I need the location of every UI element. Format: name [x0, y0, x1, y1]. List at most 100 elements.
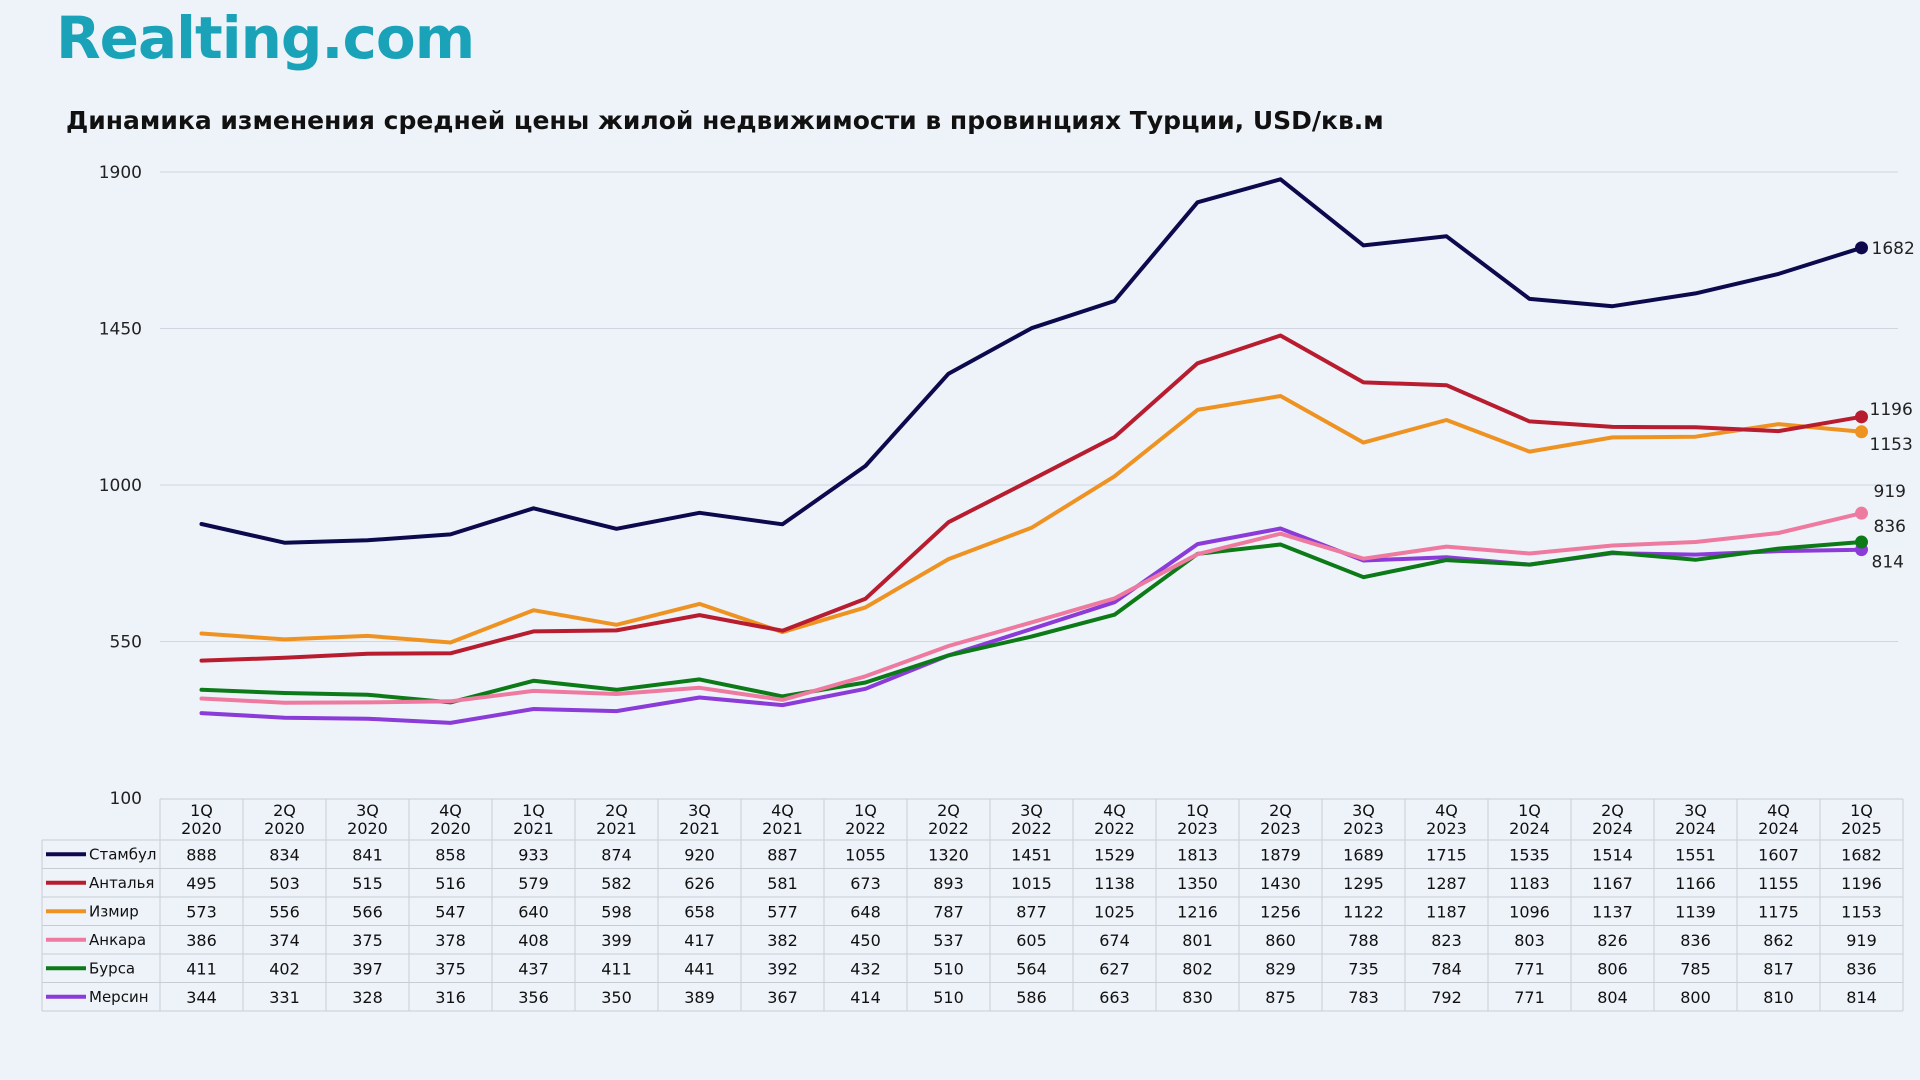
table-cell-value: 1216 [1177, 902, 1218, 921]
table-cell-value: 547 [435, 902, 466, 921]
table-cell-value: 503 [269, 874, 300, 893]
table-cell-value: 640 [518, 902, 549, 921]
y-tick-label: 100 [110, 789, 142, 809]
table-cell-value: 1430 [1260, 874, 1301, 893]
x-tick-year: 2022 [1011, 819, 1052, 838]
table-cell-value: 792 [1431, 988, 1462, 1007]
table-cell-value: 834 [269, 845, 300, 864]
table-cell-value: 888 [186, 845, 217, 864]
table-cell-value: 1320 [928, 845, 969, 864]
table-cell-value: 556 [269, 902, 300, 921]
table-cell-value: 1514 [1592, 845, 1633, 864]
x-tick-year: 2021 [762, 819, 803, 838]
table-cell-value: 350 [601, 988, 632, 1007]
series-line-3 [199, 511, 1864, 705]
table-cell-value: 1879 [1260, 845, 1301, 864]
table-cell-value: 399 [601, 931, 632, 950]
table-cell-value: 386 [186, 931, 217, 950]
table-cell-value: 877 [1016, 902, 1047, 921]
table-cell-value: 1122 [1343, 902, 1384, 921]
table-cell-value: 1025 [1094, 902, 1135, 921]
series-line-2 [199, 394, 1864, 645]
table-cell-value: 771 [1514, 959, 1545, 978]
end-value-label: 1153 [1870, 435, 1913, 455]
x-tick-quarter: 1Q [1850, 801, 1873, 820]
table-cell-value: 874 [601, 845, 632, 864]
x-tick-year: 2022 [1094, 819, 1135, 838]
x-tick-quarter: 1Q [1518, 801, 1541, 820]
table-cell-value: 411 [601, 959, 632, 978]
table-cell-value: 933 [518, 845, 549, 864]
table-cell-value: 1682 [1841, 845, 1882, 864]
x-tick-quarter: 3Q [1020, 801, 1043, 820]
table-cell-value: 331 [269, 988, 300, 1007]
x-tick-quarter: 1Q [190, 801, 213, 820]
table-cell-value: 510 [933, 959, 964, 978]
x-tick-quarter: 3Q [1352, 801, 1375, 820]
x-tick-year: 2024 [1675, 819, 1716, 838]
series-line-0 [199, 177, 1864, 545]
table-cell-value: 402 [269, 959, 300, 978]
y-tick-label: 550 [110, 633, 142, 653]
table-cell-value: 1138 [1094, 874, 1135, 893]
x-tick-quarter: 4Q [439, 801, 462, 820]
table-cell-value: 919 [1846, 931, 1877, 950]
table-cell-value: 673 [850, 874, 881, 893]
table-cell-value: 382 [767, 931, 798, 950]
table-cell-value: 826 [1597, 931, 1628, 950]
table-cell-value: 577 [767, 902, 798, 921]
x-tick-quarter: 3Q [688, 801, 711, 820]
legend-label: Бурса [89, 959, 135, 977]
table-cell-value: 802 [1182, 959, 1213, 978]
x-tick-year: 2021 [679, 819, 720, 838]
table-cell-value: 830 [1182, 988, 1213, 1007]
table-cell-value: 836 [1846, 959, 1877, 978]
x-tick-year: 2020 [347, 819, 388, 838]
table-cell-value: 375 [352, 931, 383, 950]
x-tick-quarter: 4Q [1435, 801, 1458, 820]
x-tick-quarter: 1Q [1186, 801, 1209, 820]
table-cell-value: 1551 [1675, 845, 1716, 864]
x-tick-year: 2024 [1509, 819, 1550, 838]
table-cell-value: 1175 [1758, 902, 1799, 921]
table-cell-value: 814 [1846, 988, 1877, 1007]
x-tick-quarter: 2Q [605, 801, 628, 820]
legend-label: Анталья [89, 874, 154, 892]
table-cell-value: 800 [1680, 988, 1711, 1007]
table-cell-value: 648 [850, 902, 881, 921]
x-tick-year: 2022 [845, 819, 886, 838]
table-cell-value: 1287 [1426, 874, 1467, 893]
table-cell-value: 1715 [1426, 845, 1467, 864]
table-cell-value: 510 [933, 988, 964, 1007]
x-tick-quarter: 1Q [854, 801, 877, 820]
table-cell-value: 437 [518, 959, 549, 978]
table-cell-value: 417 [684, 931, 715, 950]
x-tick-year: 2023 [1426, 819, 1467, 838]
x-tick-quarter: 2Q [1601, 801, 1624, 820]
table-cell-value: 1607 [1758, 845, 1799, 864]
table-cell-value: 605 [1016, 931, 1047, 950]
table-cell-value: 860 [1265, 931, 1296, 950]
table-cell-value: 598 [601, 902, 632, 921]
table-cell-value: 875 [1265, 988, 1296, 1007]
series-line-1 [199, 333, 1864, 663]
x-tick-quarter: 1Q [522, 801, 545, 820]
table-cell-value: 1813 [1177, 845, 1218, 864]
table-cell-value: 432 [850, 959, 881, 978]
y-tick-label: 1450 [99, 320, 142, 340]
x-tick-quarter: 2Q [1269, 801, 1292, 820]
table-cell-value: 389 [684, 988, 715, 1007]
x-tick-quarter: 4Q [1103, 801, 1126, 820]
y-tick-label: 1900 [99, 163, 142, 183]
table-cell-value: 441 [684, 959, 715, 978]
table-cell-value: 1256 [1260, 902, 1301, 921]
series-end-marker [1855, 241, 1868, 255]
table-cell-value: 392 [767, 959, 798, 978]
x-tick-year: 2023 [1177, 819, 1218, 838]
end-value-label: 1196 [1870, 400, 1913, 420]
end-value-label: 919 [1874, 482, 1906, 502]
series-line-5 [199, 526, 1864, 725]
legend-label: Анкара [89, 931, 146, 949]
series-lines [199, 177, 1868, 725]
